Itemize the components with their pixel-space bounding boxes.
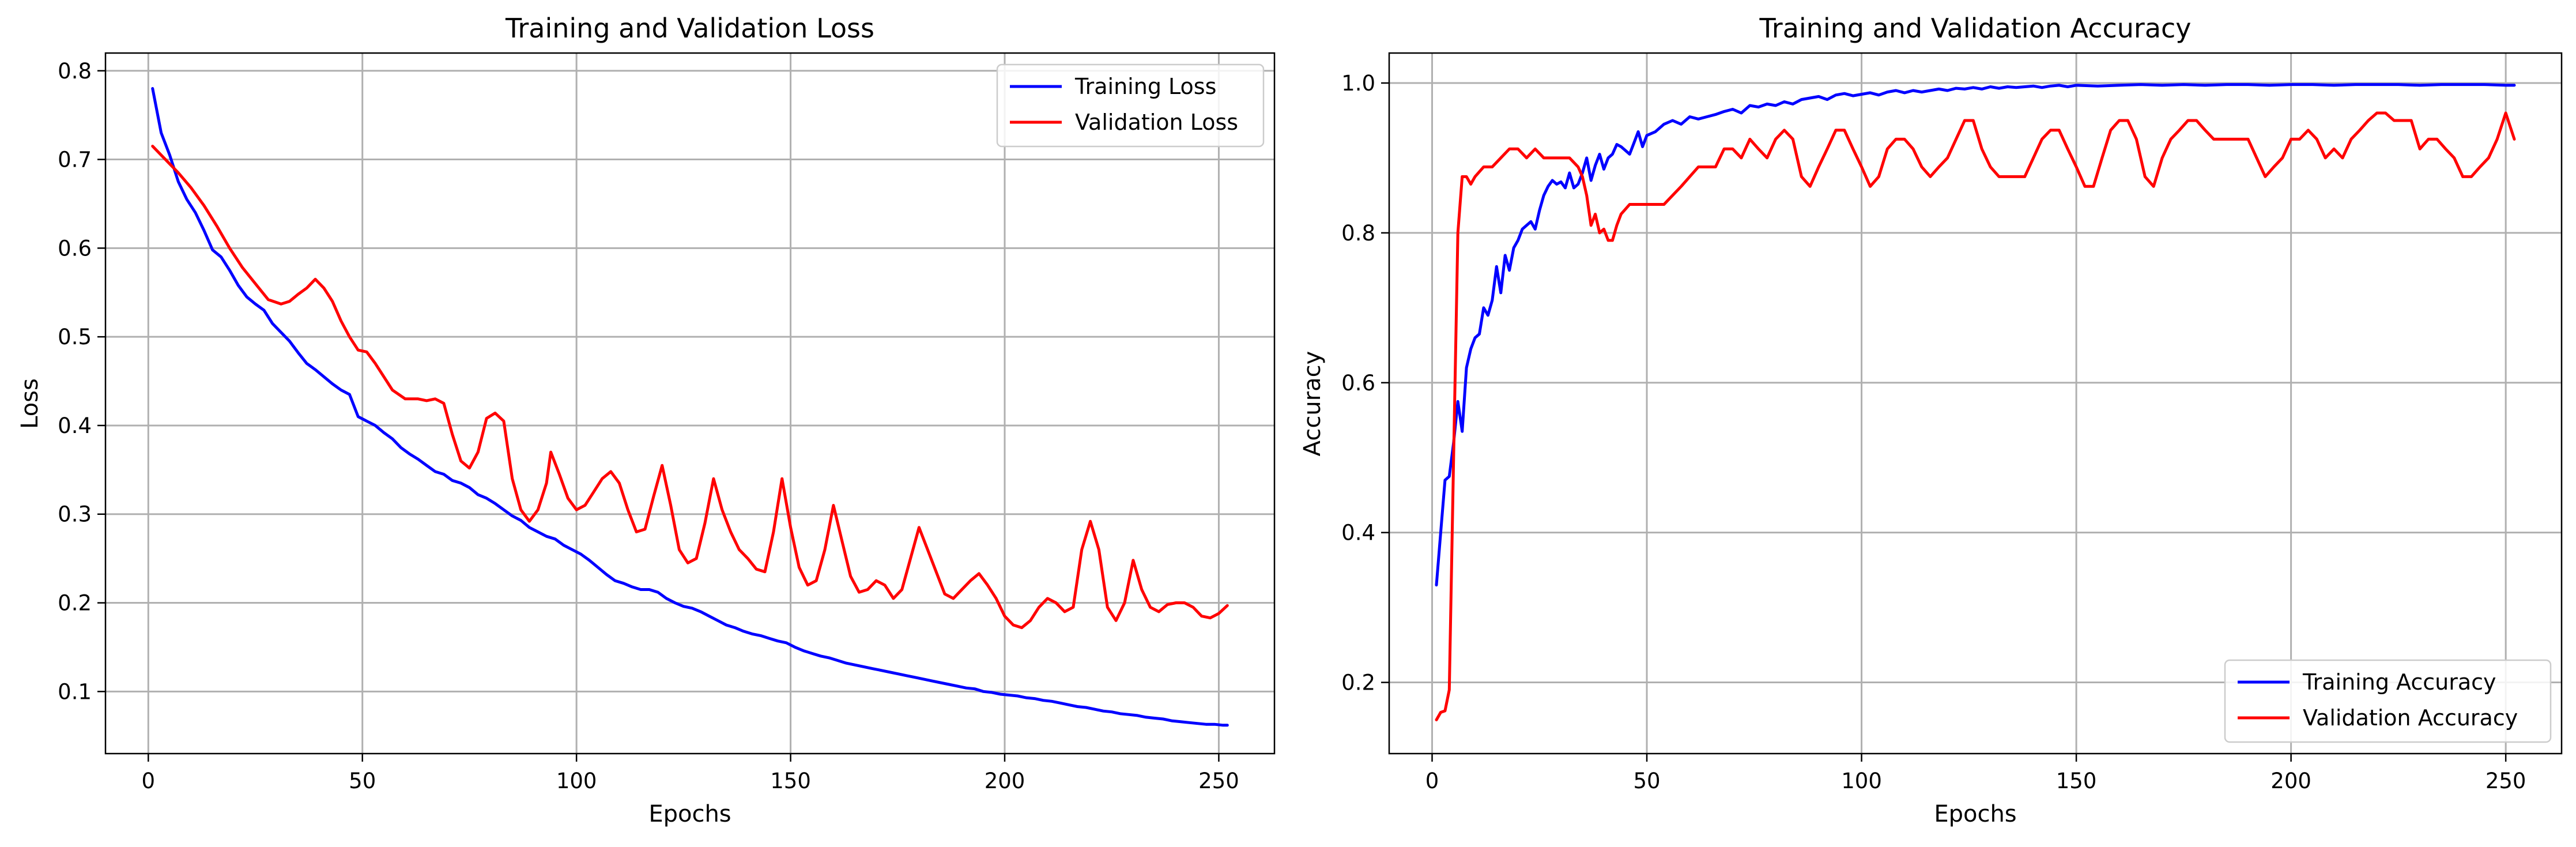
loss-chart-y-tick-label: 0.7 [58, 148, 92, 172]
loss-chart-ticks: 0 50 100 150 200 250 0.1 0.2 0.3 0.4 0.5 0.6 0.7 0.8 [58, 59, 1239, 793]
loss-chart-y-tick-label: 0.4 [58, 413, 92, 438]
loss-chart: Training and Validation Loss 0 50 100 150 20… [17, 13, 1276, 827]
loss-chart-grid [105, 53, 1274, 754]
loss-chart-x-tick-label: 50 [349, 769, 376, 793]
loss-chart-legend: Training Loss Validation Loss [996, 63, 1265, 148]
loss-chart-y-tick-label: 0.2 [58, 591, 92, 616]
accuracy-chart-x-tick-label: 250 [2486, 769, 2526, 793]
accuracy-chart-x-axis-label: Epochs [1934, 801, 2016, 827]
legend-label-validation-accuracy: Validation Accuracy [2303, 705, 2518, 731]
accuracy-chart-x-tick-label: 150 [2056, 769, 2097, 793]
accuracy-chart-legend: Training Accuracy Validation Accuracy [2224, 659, 2552, 743]
accuracy-chart-y-tick-label: 0.8 [1341, 221, 1375, 246]
loss-chart-plot-frame [104, 52, 1276, 755]
accuracy-chart-x-tick-label: 0 [1425, 769, 1439, 793]
loss-chart-series [151, 87, 1229, 727]
accuracy-chart-y-tick-label: 0.2 [1341, 671, 1375, 695]
loss-chart-series-line-training-loss [151, 87, 1229, 727]
loss-chart-x-tick-label: 250 [1198, 769, 1239, 793]
loss-chart-series-line-validation-loss [151, 145, 1229, 630]
legend-label-training-loss: Training Loss [1074, 74, 1216, 99]
accuracy-chart-x-tick-label: 50 [1633, 769, 1660, 793]
loss-chart-x-tick-label: 150 [770, 769, 811, 793]
accuracy-chart-y-tick-label: 0.4 [1341, 521, 1375, 545]
loss-chart-x-tick-label: 200 [985, 769, 1025, 793]
loss-chart-x-axis-label: Epochs [648, 801, 731, 827]
loss-chart-y-tick-label: 0.6 [58, 236, 92, 261]
loss-chart-y-axis-label: Loss [17, 378, 43, 429]
loss-chart-legend-box [996, 63, 1265, 148]
accuracy-chart-y-tick-label: 1.0 [1341, 71, 1375, 96]
accuracy-chart-series-line-training-accuracy [1435, 83, 2516, 587]
legend-label-training-accuracy: Training Accuracy [2302, 669, 2496, 695]
legend-label-validation-loss: Validation Loss [1075, 110, 1238, 135]
accuracy-chart-y-tick-label: 0.6 [1341, 371, 1375, 396]
loss-chart-title: Training and Validation Loss [505, 13, 874, 44]
accuracy-chart-legend-box [2224, 659, 2552, 743]
accuracy-chart-x-tick-label: 100 [1841, 769, 1882, 793]
loss-chart-y-tick-label: 0.1 [58, 679, 92, 704]
loss-chart-y-tick-label: 0.3 [58, 502, 92, 527]
loss-chart-y-tick-label: 0.5 [58, 325, 92, 349]
loss-chart-x-tick-label: 100 [556, 769, 597, 793]
accuracy-chart-x-tick-label: 200 [2270, 769, 2311, 793]
loss-chart-x-tick-label: 0 [142, 769, 156, 793]
accuracy-chart-ticks: 0 50 100 150 200 250 0.2 0.4 0.6 0.8 1.0 [1341, 71, 2526, 793]
loss-chart-y-tick-label: 0.8 [58, 59, 92, 84]
accuracy-chart-series-line-validation-accuracy [1435, 111, 2516, 721]
accuracy-chart-plot-frame [1388, 52, 2563, 755]
accuracy-chart: Training and Validation Accuracy 0 50 100 1… [1299, 13, 2563, 827]
accuracy-chart-series [1435, 83, 2516, 721]
accuracy-chart-y-axis-label: Accuracy [1299, 351, 1326, 457]
accuracy-chart-title: Training and Validation Accuracy [1759, 13, 2191, 44]
